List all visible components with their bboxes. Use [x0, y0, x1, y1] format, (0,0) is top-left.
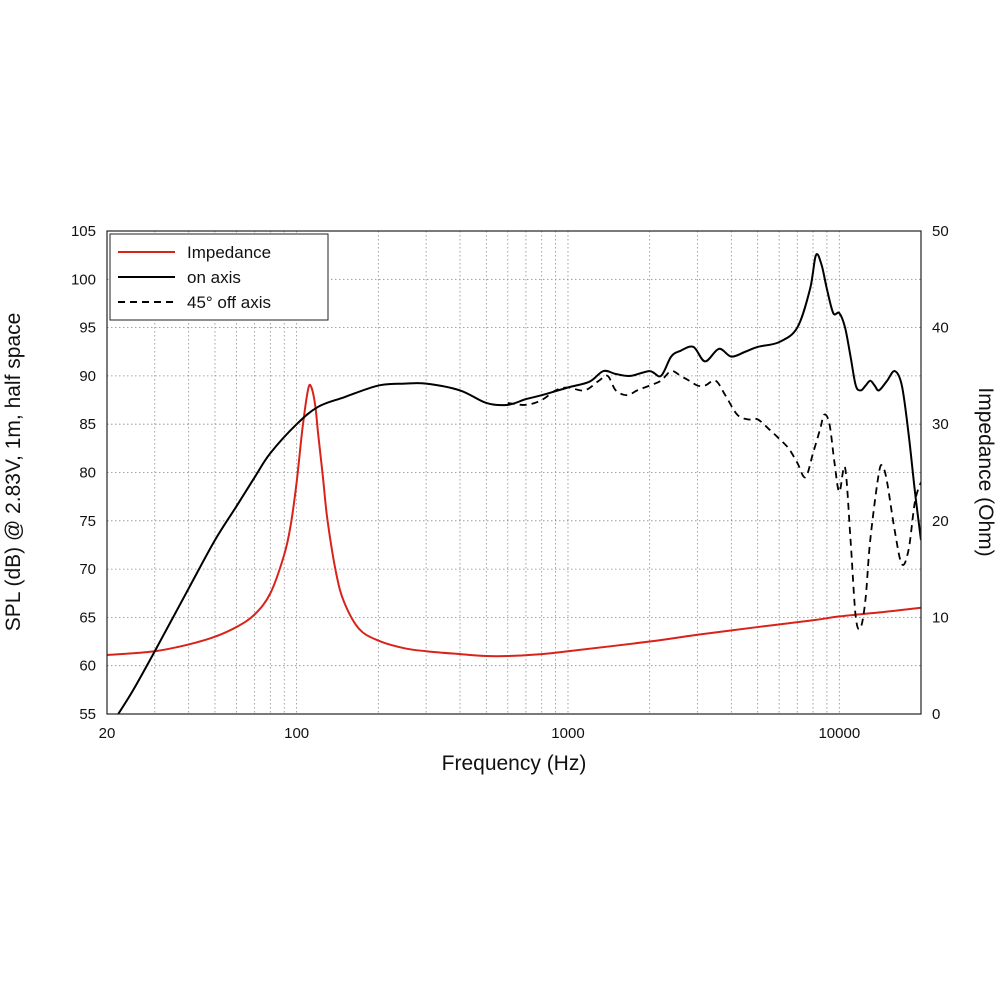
legend-label-on-axis: on axis [187, 268, 241, 287]
left-y-tick-label: 55 [79, 706, 96, 723]
left-y-tick-label: 65 [79, 609, 96, 626]
x-tick-label: 100 [284, 725, 309, 742]
left-y-axis-title: SPL (dB) @ 2.83V, 1m, half space [2, 313, 25, 632]
x-tick-label: 20 [99, 725, 116, 742]
legend-label-off-axis: 45° off axis [187, 293, 271, 312]
x-tick-label: 10000 [818, 725, 860, 742]
x-axis-title: Frequency (Hz) [442, 752, 587, 775]
right-y-tick-label: 10 [932, 609, 949, 626]
left-y-tick-label: 95 [79, 320, 96, 337]
left-y-tick-label: 60 [79, 658, 96, 675]
right-y-axis-title: Impedance (Ohm) [974, 387, 997, 556]
left-y-tick-label: 85 [79, 416, 96, 433]
grid-lines [107, 231, 921, 714]
on-axis-curve [117, 253, 921, 714]
left-y-tick-label: 105 [71, 223, 96, 240]
right-y-tick-label: 40 [932, 320, 949, 337]
off-axis-curve [507, 370, 921, 631]
tick-labels: 20 100 1000 1000055606570758085909510010501… [71, 223, 949, 742]
right-y-tick-label: 0 [932, 706, 940, 723]
x-tick-label: 1000 [551, 725, 584, 742]
legend: Impedance on axis 45° off axis [109, 233, 329, 321]
left-y-tick-label: 90 [79, 368, 96, 385]
legend-label-impedance: Impedance [187, 243, 271, 262]
data-series [107, 253, 921, 714]
right-y-tick-label: 20 [932, 513, 949, 530]
plot-frame [106, 230, 922, 715]
right-y-tick-label: 30 [932, 416, 949, 433]
left-y-tick-label: 75 [79, 513, 96, 530]
right-y-tick-label: 50 [932, 223, 949, 240]
left-y-tick-label: 100 [71, 271, 96, 288]
left-y-tick-label: 70 [79, 561, 96, 578]
impedance-curve [107, 383, 921, 658]
left-y-tick-label: 80 [79, 465, 96, 482]
